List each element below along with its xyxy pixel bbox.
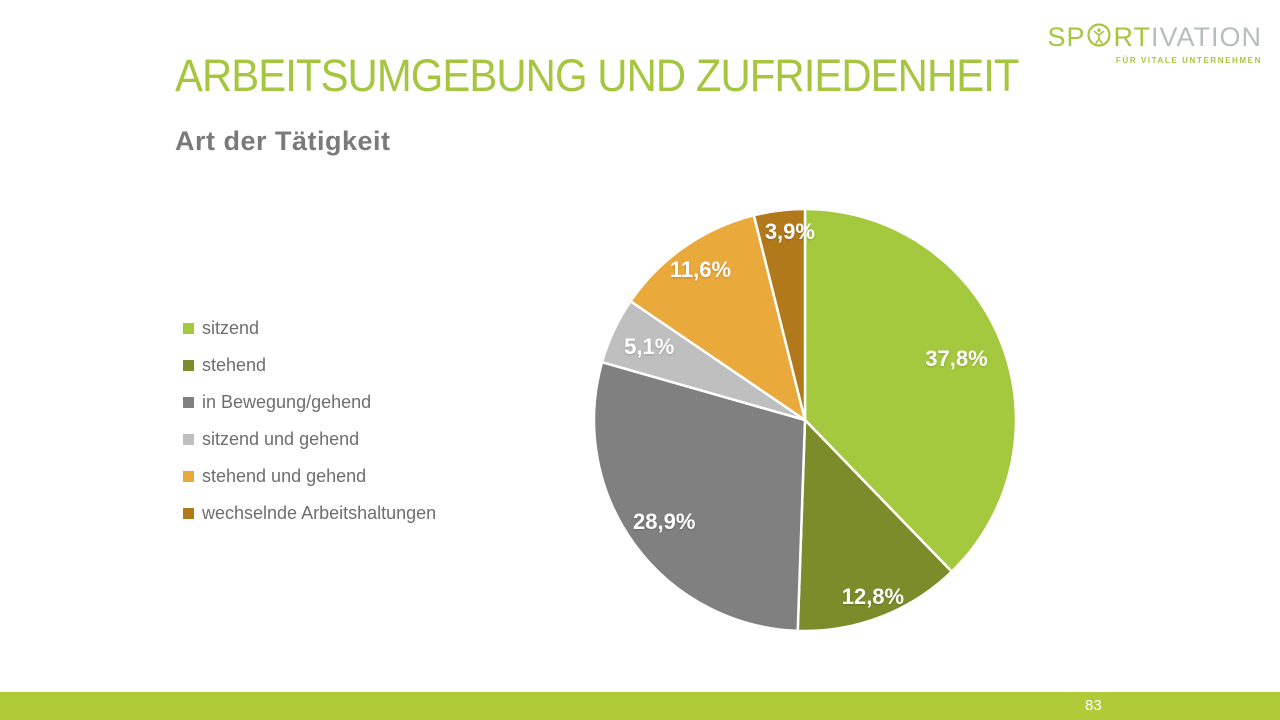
pie-data-label: 28,9%: [633, 509, 696, 535]
logo-text-sp: SP: [1047, 22, 1086, 52]
logo-text-ivation: IVATION: [1150, 22, 1262, 52]
pie-data-label: 12,8%: [841, 583, 905, 609]
sportivation-logo: SP RT IVATION FÜR VITALE UNTERNEHMEN: [1047, 22, 1262, 65]
legend-item: stehend und gehend: [183, 458, 436, 495]
slide-title: ARBEITSUMGEBUNG UND ZUFRIEDENHEIT: [175, 50, 1019, 101]
pie-data-label: 3,9%: [764, 219, 815, 245]
pie-slice: [752, 207, 807, 422]
pie-svg: [592, 207, 1018, 633]
logo-wordmark: SP RT IVATION: [1047, 22, 1262, 53]
legend-swatch-icon: [183, 360, 194, 371]
chart-legend: sitzend stehend in Bewegung/gehend sitzend …: [183, 310, 436, 532]
legend-swatch-icon: [183, 434, 194, 445]
pie-chart: 37,8% 12,8% 28,9% 5,1% 11,6% 3,9%: [590, 205, 1020, 635]
legend-swatch-icon: [183, 323, 194, 334]
pie-data-label: 5,1%: [624, 334, 675, 360]
legend-item: in Bewegung/gehend: [183, 384, 436, 421]
legend-swatch-icon: [183, 508, 194, 519]
legend-item: wechselnde Arbeitshaltungen: [183, 495, 436, 532]
logo-text-rt: RT: [1113, 22, 1151, 52]
chart-title: Art der Tätigkeit: [175, 126, 391, 156]
logo-figure-o-icon: [1086, 22, 1112, 53]
legend-item: stehend: [183, 347, 436, 384]
legend-label: wechselnde Arbeitshaltungen: [202, 503, 437, 523]
legend-item: sitzend: [183, 310, 436, 347]
pie-data-label: 11,6%: [669, 257, 732, 283]
legend-label: in Bewegung/gehend: [202, 392, 372, 412]
page-number: 83: [1085, 697, 1102, 714]
legend-swatch-icon: [183, 397, 194, 408]
logo-tagline: FÜR VITALE UNTERNEHMEN: [1115, 56, 1262, 65]
pie-slice: [796, 418, 953, 633]
legend-label: sitzend: [202, 318, 260, 338]
pie-slice: [629, 214, 807, 422]
legend-swatch-icon: [183, 471, 194, 482]
pie-slice: [803, 207, 1018, 573]
footer-bar: 83: [0, 692, 1280, 720]
legend-label: stehend: [202, 355, 267, 375]
legend-label: stehend und gehend: [202, 466, 367, 486]
legend-item: sitzend und gehend: [183, 421, 436, 458]
legend-label: sitzend und gehend: [202, 429, 360, 449]
pie-slice: [592, 360, 807, 633]
pie-data-label: 37,8%: [925, 345, 988, 371]
